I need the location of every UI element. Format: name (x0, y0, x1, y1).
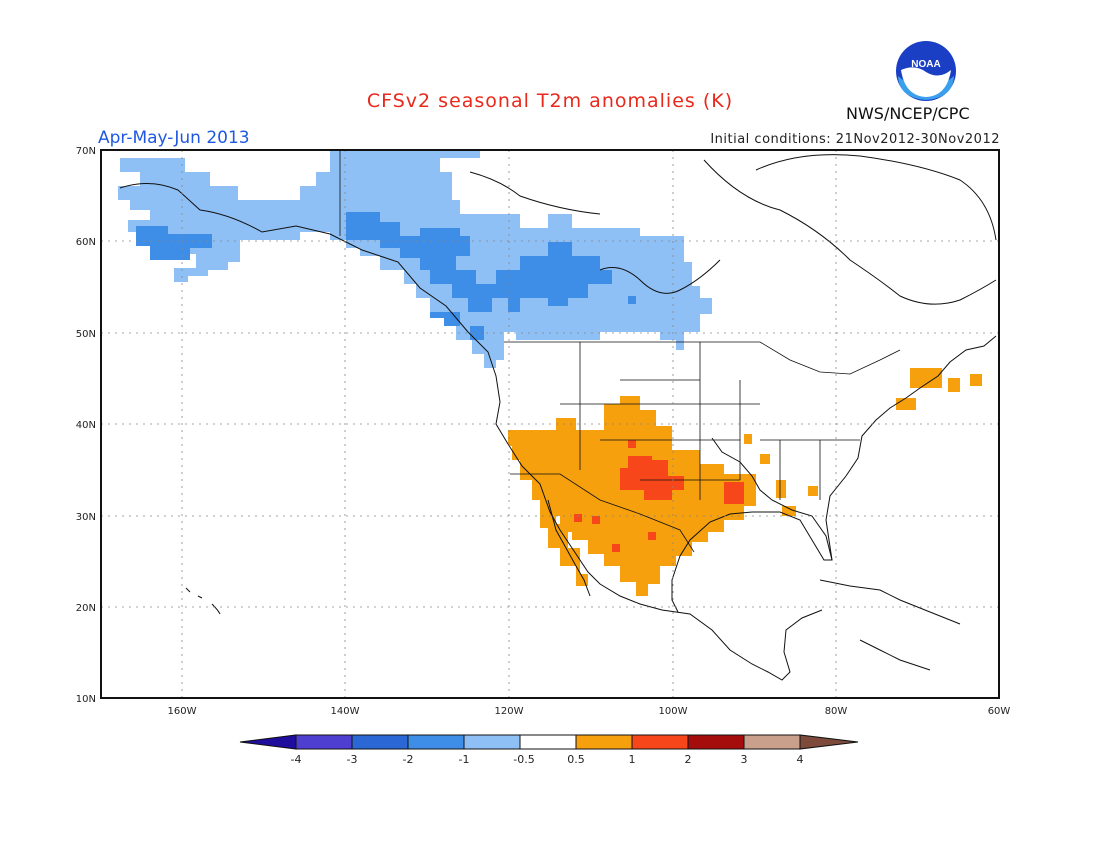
map-title: CFSv2 seasonal T2m anomalies (K) (366, 90, 734, 112)
graticule (101, 150, 999, 698)
lat-label: 20N (76, 603, 96, 614)
agency-label: NWS/NCEP/CPC (846, 104, 970, 123)
colorbar-label: -4 (291, 753, 302, 766)
colorbar-cell (743, 734, 801, 750)
lon-label: 160W (168, 706, 197, 717)
colorbar-arrow-right (799, 734, 859, 750)
lon-label: 60W (988, 706, 1011, 717)
colorbar-cell (351, 734, 409, 750)
lat-label: 30N (76, 512, 96, 523)
lat-label: 70N (76, 146, 96, 157)
colorbar-label: -2 (403, 753, 414, 766)
political-borders (339, 150, 901, 553)
initial-conditions: Initial conditions: 21Nov2012-30Nov2012 (710, 132, 1000, 147)
colorbar (239, 734, 859, 750)
colorbar-arrow-left (239, 734, 297, 750)
colorbar-label: 0.5 (567, 753, 585, 766)
colorbar-cell (407, 734, 465, 750)
colorbar-cell (631, 734, 689, 750)
colorbar-label: -1 (459, 753, 470, 766)
lat-label: 60N (76, 237, 96, 248)
logo-text: NOAA (911, 59, 940, 70)
lat-label: 40N (76, 420, 96, 431)
cold-anomaly-region (118, 150, 712, 368)
colorbar-label: -3 (347, 753, 358, 766)
colorbar-cell (575, 734, 633, 750)
colorbar-label: 3 (741, 753, 748, 766)
map-frame (100, 149, 1000, 699)
colorbar-label: 1 (629, 753, 636, 766)
colorbar-label: -0.5 (513, 753, 534, 766)
lon-label: 100W (659, 706, 688, 717)
lon-label: 120W (495, 706, 524, 717)
colorbar-cell (463, 734, 521, 750)
lat-label: 10N (76, 694, 96, 705)
colorbar-cell (295, 734, 353, 750)
warm-anomaly-region (508, 368, 982, 596)
colorbar-label: 4 (797, 753, 804, 766)
colorbar-label: 2 (685, 753, 692, 766)
forecast-period: Apr-May-Jun 2013 (98, 128, 250, 148)
lon-label: 140W (331, 706, 360, 717)
noaa-logo: NOAA (896, 41, 956, 101)
colorbar-cell (519, 734, 577, 750)
coastlines (119, 154, 997, 681)
lon-label: 80W (825, 706, 848, 717)
colorbar-cell (687, 734, 745, 750)
lat-label: 50N (76, 329, 96, 340)
